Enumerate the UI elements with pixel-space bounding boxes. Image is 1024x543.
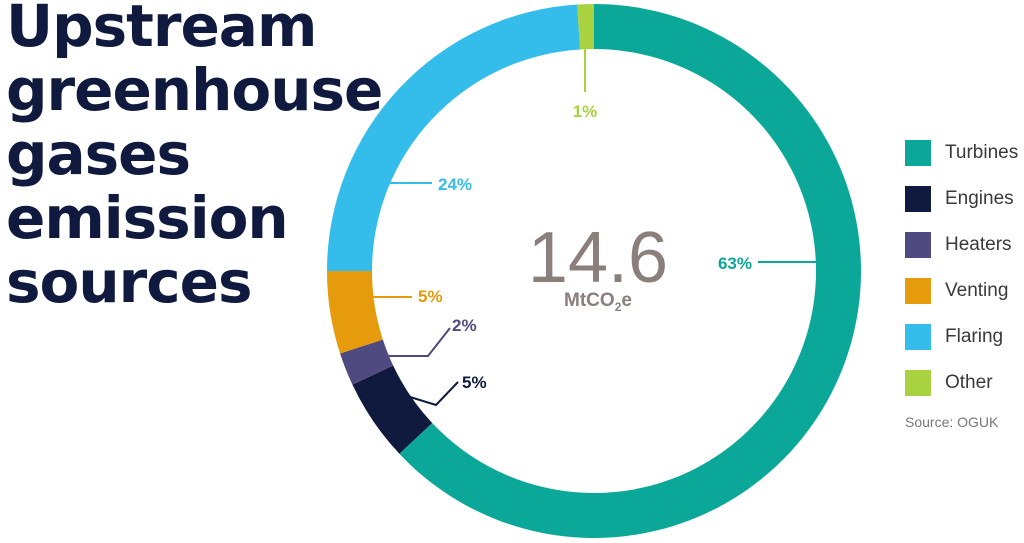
- title-line: gases: [6, 120, 191, 188]
- label-leader-lines: [366, 30, 822, 407]
- legend-label: Other: [945, 372, 993, 393]
- legend-swatch: [905, 324, 931, 350]
- title-line: sources: [6, 248, 253, 316]
- data-labels: 63% 5% 2% 5% 24% 1%: [418, 102, 752, 392]
- title-line: Upstream: [6, 0, 317, 60]
- legend-item-heaters: Heaters: [905, 222, 1018, 268]
- donut-slice-engines: [352, 365, 433, 454]
- legend-label: Flaring: [945, 326, 1004, 347]
- donut-slice-venting: [327, 271, 383, 354]
- data-label-engines: 5%: [462, 373, 487, 392]
- legend-swatch: [905, 278, 931, 304]
- legend-label: Engines: [945, 188, 1014, 209]
- legend-item-turbines: Turbines: [905, 130, 1018, 176]
- chart-title: Upstream greenhouse gases emission sourc…: [6, 0, 386, 314]
- center-unit-subscript: 2: [615, 300, 622, 314]
- legend-label: Venting: [945, 280, 1009, 301]
- donut-slice-flaring: [326, 4, 581, 272]
- data-label-venting: 5%: [418, 287, 443, 306]
- legend-label: Heaters: [945, 234, 1012, 255]
- leader-line-heaters: [366, 327, 451, 357]
- donut-slice-other: [577, 4, 594, 50]
- center-unit-main: MtCO: [564, 290, 615, 311]
- data-label-heaters: 2%: [452, 316, 477, 335]
- center-unit-tail: e: [621, 290, 632, 311]
- title-line: emission: [6, 184, 289, 252]
- donut-slice-heaters: [340, 339, 394, 385]
- legend-item-engines: Engines: [905, 176, 1018, 222]
- data-label-other: 1%: [573, 102, 598, 121]
- legend-swatch: [905, 140, 931, 166]
- legend: Turbines Engines Heaters Venting Flaring…: [905, 130, 1018, 406]
- center-total-value: 14.6: [528, 218, 668, 298]
- donut-slice-turbines: [399, 4, 861, 538]
- data-label-turbines: 63%: [718, 254, 752, 273]
- donut-slices: [326, 4, 861, 538]
- legend-item-venting: Venting: [905, 268, 1018, 314]
- legend-label: Turbines: [945, 142, 1019, 163]
- source-note: Source: OGUK: [905, 414, 999, 430]
- data-label-flaring: 24%: [438, 175, 472, 194]
- legend-swatch: [905, 186, 931, 212]
- leader-line-engines: [409, 381, 459, 407]
- legend-item-flaring: Flaring: [905, 314, 1018, 360]
- legend-swatch: [905, 232, 931, 258]
- center-unit-label: MtCO2e: [564, 290, 632, 314]
- legend-swatch: [905, 370, 931, 396]
- legend-item-other: Other: [905, 360, 1018, 406]
- title-line: greenhouse: [6, 56, 383, 124]
